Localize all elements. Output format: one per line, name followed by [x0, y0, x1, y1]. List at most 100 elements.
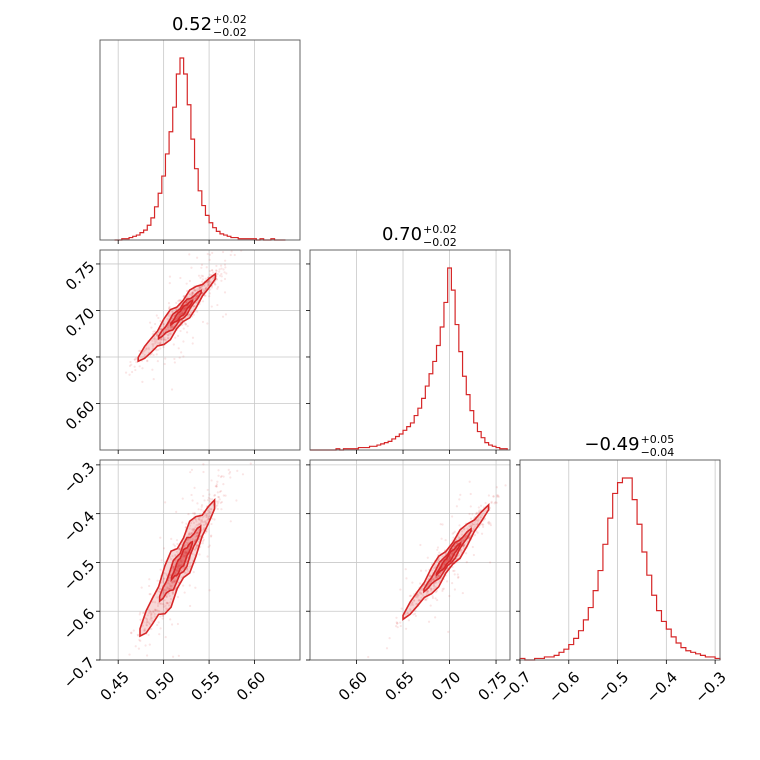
scatter-point	[156, 609, 159, 612]
scatter-point	[439, 523, 442, 526]
scatter-point	[164, 501, 167, 504]
scatter-point	[207, 517, 210, 521]
scatter-point	[219, 501, 222, 505]
xtick-label-2-2: −0.5	[594, 668, 632, 706]
scatter-point	[477, 517, 480, 521]
scatter-point	[128, 373, 131, 376]
scatter-point	[158, 341, 162, 344]
scatter-point	[461, 539, 465, 542]
scatter-point	[171, 580, 174, 583]
scatter-point	[474, 512, 477, 516]
scatter-point	[151, 368, 154, 371]
scatter-point	[164, 607, 168, 610]
scatter-point	[168, 587, 172, 590]
scatter-point	[215, 500, 218, 503]
scatter-point	[217, 469, 220, 472]
scatter-point	[468, 525, 471, 528]
scatter-point	[197, 518, 200, 521]
scatter-point	[174, 579, 177, 582]
scatter-point	[216, 287, 219, 290]
scatter-point	[396, 622, 399, 625]
scatter-point	[404, 627, 408, 630]
scatter-point	[471, 522, 474, 526]
scatter-point	[149, 618, 152, 621]
scatter-point	[179, 560, 183, 563]
scatter-point	[453, 588, 457, 591]
scatter-point	[432, 567, 435, 570]
scatter-point	[200, 508, 203, 511]
scatter-point	[211, 251, 214, 255]
scatter-point	[159, 588, 162, 591]
scatter-point	[207, 284, 210, 287]
scatter-point	[453, 545, 456, 548]
ytick-label-2-1: −0.6	[60, 605, 98, 643]
scatter-point	[468, 535, 471, 538]
scatter-point	[134, 357, 138, 360]
scatter-point	[162, 323, 165, 326]
scatter-point	[204, 277, 207, 280]
scatter-point	[202, 538, 205, 541]
scatter-point	[461, 591, 464, 595]
scatter-point	[210, 507, 213, 511]
scatter-point	[395, 616, 398, 619]
scatter-point	[167, 302, 171, 305]
scatter-point	[208, 544, 211, 547]
scatter-point	[204, 522, 207, 526]
scatter-point	[220, 474, 223, 478]
scatter-point	[425, 599, 428, 602]
scatter-point	[183, 551, 186, 554]
scatter-point	[159, 536, 162, 539]
scatter-point	[186, 300, 189, 303]
scatter-point	[195, 544, 198, 547]
scatter-point	[219, 489, 223, 493]
scatter-point	[221, 315, 225, 318]
scatter-point	[168, 588, 171, 591]
scatter-point	[206, 488, 209, 492]
histogram-step-2	[519, 477, 721, 661]
scatter-point	[213, 282, 216, 286]
scatter-point	[463, 536, 466, 539]
scatter-point	[172, 543, 175, 546]
scatter-point	[176, 566, 179, 570]
scatter-point	[218, 498, 221, 501]
scatter-point	[156, 596, 159, 599]
scatter-point	[158, 609, 161, 613]
scatter-point	[404, 568, 407, 571]
scatter-point	[220, 272, 223, 276]
scatter-point	[457, 553, 461, 556]
scatter-point	[184, 323, 187, 326]
scatter-point	[459, 493, 462, 496]
scatter-point	[470, 525, 473, 528]
scatter-point	[128, 653, 131, 656]
scatter-point	[504, 484, 507, 487]
panel-frame	[99, 249, 301, 451]
scatter-point	[192, 297, 195, 300]
scatter-point	[169, 585, 172, 588]
scatter-point	[191, 552, 194, 555]
scatter-point	[165, 589, 168, 592]
scatter-point	[191, 292, 194, 295]
scatter-point	[434, 591, 438, 594]
scatter-point	[447, 558, 451, 561]
scatter-point	[193, 528, 196, 531]
scatter-point	[151, 332, 154, 336]
scatter-point	[152, 344, 155, 348]
scatter-point	[412, 613, 415, 616]
scatter-point	[162, 338, 166, 341]
scatter-point	[216, 303, 219, 307]
scatter-point	[406, 612, 409, 615]
scatter-point	[464, 535, 467, 539]
scatter-point	[224, 494, 227, 497]
scatter-point	[471, 527, 474, 530]
scatter-point	[181, 555, 185, 558]
contour-level-1	[157, 289, 202, 341]
scatter-point	[153, 608, 157, 611]
scatter-point	[152, 337, 155, 341]
scatter-point	[212, 271, 215, 274]
scatter-point	[462, 544, 465, 547]
param-title-plus-1: +0.02	[423, 223, 457, 236]
scatter-point	[172, 343, 175, 346]
scatter-point	[185, 552, 188, 555]
scatter-point	[496, 495, 499, 498]
scatter-point	[205, 286, 209, 289]
